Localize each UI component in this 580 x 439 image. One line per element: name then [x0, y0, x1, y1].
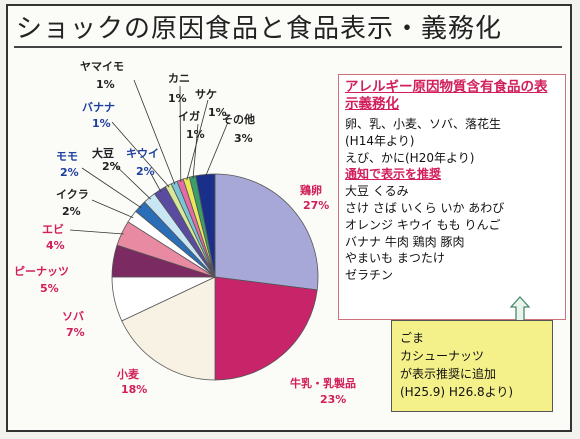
label-salmon: サケ [195, 88, 217, 101]
leader-line-5 [69, 229, 124, 235]
sesame-cashew-note: ごま カシューナッツ が表示推奨に追加 (H25.9) H26.8より) [391, 320, 553, 412]
label-other: その他 [222, 112, 255, 126]
mandatory-line: 卵、乳、小麦、ソバ、落花生 [345, 117, 502, 131]
leader-line-7 [81, 167, 142, 209]
label-wheat: 小麦 [116, 367, 140, 381]
pie-slices [111, 173, 319, 381]
label-peach: モモ [56, 150, 78, 163]
leader-line-13 [186, 99, 209, 181]
leader-line-6 [91, 199, 134, 219]
page-title: ショックの原因食品と食品表示・義務化 [16, 14, 503, 44]
label-ikura: イクラ [56, 188, 89, 201]
allergen-labeling-box: アレルギー原因物質含有食品の表示義務化 卵、乳、小麦、ソバ、落花生 (H14年よ… [338, 74, 566, 320]
label-milk: 牛乳・乳製品 [290, 376, 356, 390]
label-banana: バナナ [82, 101, 115, 114]
value-other: 3% [234, 132, 253, 145]
label-yamaimo: ヤマイモ [80, 60, 124, 73]
recommended-line: さけ さば いくら いか あわび [345, 200, 505, 215]
value-squid: 1% [186, 128, 205, 141]
note-line: が表示推奨に追加 [400, 367, 497, 381]
label-squid: イガ [178, 109, 200, 123]
leader-line-14 [192, 123, 199, 179]
recommended-line: やまいも まつたけ [345, 251, 445, 266]
leader-line-12 [179, 85, 182, 183]
note-line: ごま [400, 331, 425, 345]
label-kiwi: キウイ [126, 147, 159, 160]
up-arrow-icon [510, 296, 530, 322]
pie-slice-15 [195, 173, 216, 278]
info-heading: アレルギー原因物質含有食品の表示義務化 [345, 79, 548, 112]
value-peach: 2% [60, 166, 79, 179]
value-wheat: 18% [121, 383, 147, 396]
value-peanut: 5% [40, 282, 59, 295]
value-kiwi: 2% [136, 165, 155, 178]
label-crab: カニ [168, 72, 190, 85]
value-crab: 1% [168, 92, 187, 105]
value-yamaimo: 1% [96, 78, 115, 91]
note-line: (H25.9) H26.8より) [400, 385, 514, 399]
leader-line-8 [111, 161, 151, 200]
value-soy: 2% [102, 160, 121, 173]
pie-slice-0 [214, 173, 319, 291]
leader-line-15 [205, 121, 229, 177]
value-soba: 7% [66, 326, 85, 339]
recommended-line: 大豆 くるみ [345, 184, 409, 199]
recommended-heading: 通知で表示を推奨 [345, 167, 442, 182]
recommended-line: オレンジ キウイ もも りんご [345, 217, 501, 232]
pie-slice-2 [121, 276, 216, 381]
mandatory-line: えび、かに(H20年より) [345, 150, 475, 165]
value-banana: 1% [92, 117, 111, 130]
note-line: カシューナッツ [400, 349, 485, 363]
mandatory-line: (H14年より) [345, 133, 415, 148]
leader-line-9 [149, 171, 162, 192]
label-soy: 大豆 [92, 146, 114, 160]
leader-lines [69, 79, 229, 235]
recommended-line: バナナ 牛肉 鶏肉 豚肉 [345, 234, 465, 249]
value-egg: 27% [303, 199, 329, 212]
label-shrimp: エビ [42, 222, 64, 236]
recommended-line: ゼラチン [345, 268, 394, 283]
pie-slice-1 [214, 276, 318, 381]
value-ikura: 2% [62, 205, 81, 218]
label-egg: 鶏卵 [300, 183, 322, 197]
value-salmon: 1% [208, 106, 227, 119]
leader-line-11 [133, 79, 176, 185]
slice-labels: 鶏卵 27% 牛乳・乳製品 23% 小麦 18% ソバ 7% ピーナッツ 5% … [14, 60, 356, 406]
value-shrimp: 4% [46, 239, 65, 252]
leader-line-10 [111, 121, 170, 188]
label-soba: ソバ [62, 310, 84, 323]
value-milk: 23% [320, 393, 346, 406]
title-underline [14, 46, 562, 48]
label-peanut: ピーナッツ [14, 265, 69, 278]
